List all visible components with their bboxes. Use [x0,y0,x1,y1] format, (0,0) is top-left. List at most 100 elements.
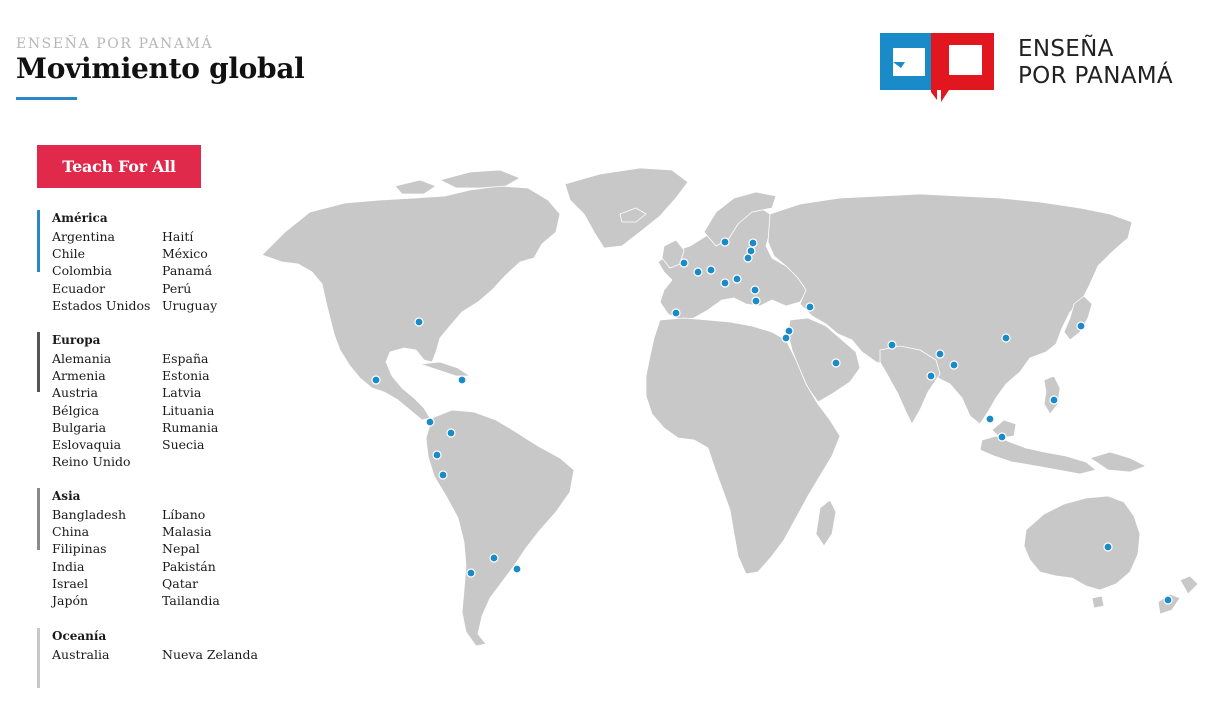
madagascar-land [815,499,837,547]
australia-land [1023,495,1141,591]
region-name: Oceanía [52,629,107,643]
country-marker-eslovaquia[interactable] [732,274,742,284]
country-item: Bélgica [52,402,100,418]
country-item: Rumania [162,419,219,435]
country-marker-rumania[interactable] [750,285,760,295]
country-item: Ecuador [52,280,106,296]
country-item: Japón [52,593,89,609]
country-item: Estonia [162,368,210,384]
country-item: España [162,351,209,366]
country-item: Austria [52,385,98,401]
country-marker-bangladesh[interactable] [949,360,959,370]
region-name: Asia [52,489,81,503]
country-marker-israel[interactable] [781,333,791,343]
country-item: Eslovaquia [52,437,122,453]
country-marker-alemania[interactable] [706,265,716,275]
country-item: Bangladesh [52,507,127,522]
country-marker-china[interactable] [1001,333,1011,343]
country-marker-armenia[interactable] [805,302,815,312]
country-marker-peru[interactable] [438,470,448,480]
country-item: Alemania [52,351,112,366]
arctic-islands-land [439,169,521,189]
country-item: Bulgaria [52,419,107,435]
caribbean-land [419,361,471,377]
country-marker-belgica[interactable] [693,267,703,277]
country-marker-pakistan[interactable] [887,340,897,350]
title-underline [16,97,77,100]
marker-layer [371,237,1173,605]
country-item: Chile [52,246,86,262]
ensena-por-panama-logo [880,33,994,102]
region-bar-asia [37,488,40,550]
country-item: Latvia [162,385,202,401]
country-marker-argentina[interactable] [489,553,499,563]
country-item: Perú [162,280,192,296]
country-marker-austria[interactable] [720,278,730,288]
asia-land [767,193,1133,425]
country-item: Colombia [52,263,112,279]
philippines-land [1043,375,1061,415]
country-marker-malasia[interactable] [997,432,1007,442]
country-marker-tailandia[interactable] [985,414,995,424]
region-name: América [52,211,108,225]
country-marker-bulgaria[interactable] [751,296,761,306]
arabia-land [787,317,861,403]
country-marker-suecia[interactable] [720,237,730,247]
country-item: China [52,524,90,540]
indonesia-land [979,435,1097,475]
country-marker-japon[interactable] [1076,321,1086,331]
country-marker-australia[interactable] [1103,542,1113,552]
country-item: Suecia [162,437,205,453]
region-name: Europa [52,333,101,347]
country-marker-estados-unidos[interactable] [414,317,424,327]
country-item: Israel [52,575,89,591]
country-item: Panamá [162,263,213,279]
country-item: Filipinas [52,541,107,557]
logo-wordmark: ENSEÑA POR PANAMÁ [1018,36,1173,90]
country-item: Tailandia [162,593,220,609]
logo-line-2: POR PANAMÁ [1018,63,1173,89]
page-title: Movimiento global [16,52,305,85]
greenland-land [564,167,689,249]
country-marker-colombia[interactable] [446,428,456,438]
country-marker-mexico[interactable] [371,375,381,385]
country-item: Armenia [52,368,106,384]
country-column-2: España Estonia Latvia Lituania Rumania S… [162,350,218,453]
country-item: México [162,246,208,262]
country-column-1: Argentina Chile Colombia Ecuador Estados… [52,228,150,314]
south-america-land [425,409,575,647]
region-bar-america [37,210,40,272]
north-america-land [261,185,561,421]
country-marker-nueva-zelanda[interactable] [1163,595,1173,605]
country-marker-filipinas[interactable] [1049,395,1059,405]
teach-for-all-button[interactable]: Teach For All [37,145,201,188]
country-marker-lituania[interactable] [743,253,753,263]
logo-line-1: ENSEÑA [1018,36,1114,62]
country-item: Pakistán [162,558,216,574]
country-item: India [52,558,85,574]
country-marker-uruguay[interactable] [512,564,522,574]
country-marker-nepal[interactable] [935,349,945,359]
country-item: Argentina [52,229,115,244]
country-marker-reino-unido[interactable] [679,258,689,268]
country-marker-india[interactable] [926,371,936,381]
country-marker-estonia[interactable] [748,238,758,248]
country-column-1: Australia [52,646,109,663]
org-kicker: ENSEÑA POR PANAMÁ [16,36,214,52]
country-item: Líbano [162,507,206,522]
country-column-2: Nueva Zelanda [162,646,258,663]
country-marker-ecuador[interactable] [432,450,442,460]
country-marker-chile[interactable] [466,568,476,578]
country-column-1: Bangladesh China Filipinas India Israel … [52,506,126,609]
country-item: Lituania [162,402,215,418]
country-column-2: Haití México Panamá Perú Uruguay [162,228,217,314]
country-marker-espana[interactable] [671,308,681,318]
country-marker-panama[interactable] [425,417,435,427]
country-item: Qatar [162,575,199,591]
country-marker-qatar[interactable] [831,358,841,368]
country-item: Nueva Zelanda [162,647,258,662]
country-item: Haití [162,229,194,244]
africa-land [645,317,841,575]
country-marker-haiti[interactable] [457,375,467,385]
iceland-land [619,207,647,223]
